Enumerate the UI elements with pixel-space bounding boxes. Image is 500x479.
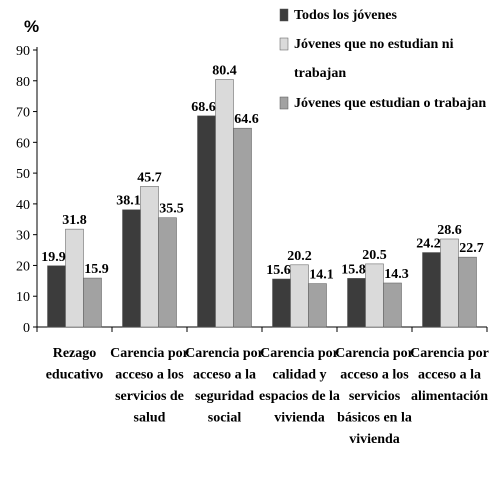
value-label: 14.3 xyxy=(384,267,409,282)
legend-label: trabajan xyxy=(294,66,346,81)
value-label: 22.7 xyxy=(459,241,484,256)
category-label-line: calidad y xyxy=(272,368,326,383)
category-label-line: Carencia por xyxy=(185,346,264,361)
y-tick-label: 0 xyxy=(23,321,30,336)
bar-series-1-cat-4 xyxy=(272,278,291,328)
bar-series-2-cat-6 xyxy=(440,238,459,328)
y-tick-label: 20 xyxy=(16,259,30,274)
value-label: 28.6 xyxy=(437,223,462,238)
legend-label: Jóvenes que no estudian ni xyxy=(294,37,454,52)
category-label: Carencia por acceso a la seguridad social xyxy=(185,346,264,426)
bar-series-2-cat-5 xyxy=(365,263,384,328)
category-label-line: alimentación xyxy=(411,389,488,404)
value-label: 20.2 xyxy=(287,249,312,264)
category-label: Carencia por acceso a los servicios básicos… xyxy=(335,346,414,447)
value-label: 35.5 xyxy=(159,202,184,217)
legend-swatch xyxy=(279,8,289,22)
bar-series-3-cat-5 xyxy=(383,282,402,328)
value-labels: 19.9 31.8 15.9 38.1 45.7 35.5 68.6 80.4 64.6 15.6… xyxy=(41,64,484,283)
category-label-line: Carencia por xyxy=(410,346,489,361)
category-label: Carencia por acceso a la alimentación xyxy=(410,346,489,404)
category-label-line: Carencia por xyxy=(110,346,189,361)
legend: Todos los jóvenes Jóvenes que no estudian… xyxy=(279,8,486,111)
legend-label: Jóvenes que estudian o trabajan xyxy=(294,96,486,111)
bar-series-3-cat-6 xyxy=(458,256,477,328)
value-label: 24.2 xyxy=(416,237,441,252)
y-tick-label: 60 xyxy=(16,136,30,151)
value-label: 15.6 xyxy=(266,263,291,278)
value-label: 19.9 xyxy=(41,250,66,265)
y-tick-label: 10 xyxy=(16,290,30,305)
legend-item-2: Jóvenes que no estudian ni trabajan xyxy=(279,37,454,81)
y-axis: 0 10 20 30 40 50 60 70 80 90 xyxy=(16,44,38,336)
category-label-line: acceso a los xyxy=(115,368,184,383)
value-label: 68.6 xyxy=(191,100,216,115)
y-tick-label: 30 xyxy=(16,229,30,244)
bar-series-2-cat-1 xyxy=(65,228,84,328)
bar-series-3-cat-4 xyxy=(308,283,327,328)
value-label: 38.1 xyxy=(116,194,141,209)
category-label-line: servicios de xyxy=(115,389,184,404)
x-axis xyxy=(36,326,488,332)
value-label: 80.4 xyxy=(212,64,237,79)
category-label-line: espacios de la xyxy=(259,389,340,404)
category-label-line: acceso a la xyxy=(193,368,256,383)
legend-item-1: Todos los jóvenes xyxy=(279,8,398,23)
category-label-line: social xyxy=(208,411,242,426)
value-label: 64.6 xyxy=(234,112,259,127)
y-tick-label: 50 xyxy=(16,167,30,182)
y-tick-label: 40 xyxy=(16,198,30,213)
legend-item-3: Jóvenes que estudian o trabajan xyxy=(279,96,486,111)
value-label: 14.1 xyxy=(309,268,334,283)
value-label: 15.9 xyxy=(84,262,109,277)
bar-series-3-cat-2 xyxy=(158,217,177,328)
category-label-line: vivienda xyxy=(274,411,325,426)
category-label-line: seguridad xyxy=(195,389,254,404)
bar-series-2-cat-3 xyxy=(215,79,234,328)
category-label: Rezago educativo xyxy=(46,346,104,383)
y-unit-label: % xyxy=(24,17,39,36)
y-tick-label: 90 xyxy=(16,44,30,59)
category-label-line: educativo xyxy=(46,368,104,383)
bar-series-1-cat-5 xyxy=(347,278,366,328)
category-label: Carencia por calidad y espacios de la vivie… xyxy=(259,346,340,426)
y-tick-label: 70 xyxy=(16,106,30,121)
category-label-line: básicos en la xyxy=(337,411,412,426)
category-label-line: vivienda xyxy=(349,432,400,447)
value-label: 15.8 xyxy=(341,262,366,277)
y-tick-label: 80 xyxy=(16,75,30,90)
category-label-line: servicios xyxy=(349,389,401,404)
value-label: 31.8 xyxy=(62,213,87,228)
bar-series-3-cat-1 xyxy=(83,277,102,328)
value-label: 20.5 xyxy=(362,248,387,263)
category-label-line: Rezago xyxy=(53,346,97,361)
category-label-line: Carencia por xyxy=(260,346,339,361)
bar-series-1-cat-1 xyxy=(47,265,66,328)
category-label-line: acceso a los xyxy=(340,368,409,383)
bar-series-1-cat-2 xyxy=(122,209,141,328)
legend-swatch xyxy=(279,96,289,110)
category-label-line: Carencia por xyxy=(335,346,414,361)
category-label: Carencia por acceso a los servicios de salu… xyxy=(110,346,189,426)
legend-label: Todos los jóvenes xyxy=(294,8,398,23)
bar-series-2-cat-4 xyxy=(290,264,309,328)
bar-series-1-cat-6 xyxy=(422,252,441,328)
category-label-line: salud xyxy=(134,411,166,426)
category-label-line: acceso a la xyxy=(418,368,481,383)
value-label: 45.7 xyxy=(137,170,162,185)
legend-swatch xyxy=(279,37,289,51)
bar-series-3-cat-3 xyxy=(233,127,252,328)
bar-series-2-cat-2 xyxy=(140,186,159,328)
bars xyxy=(47,79,477,328)
bar-series-1-cat-3 xyxy=(197,115,216,328)
